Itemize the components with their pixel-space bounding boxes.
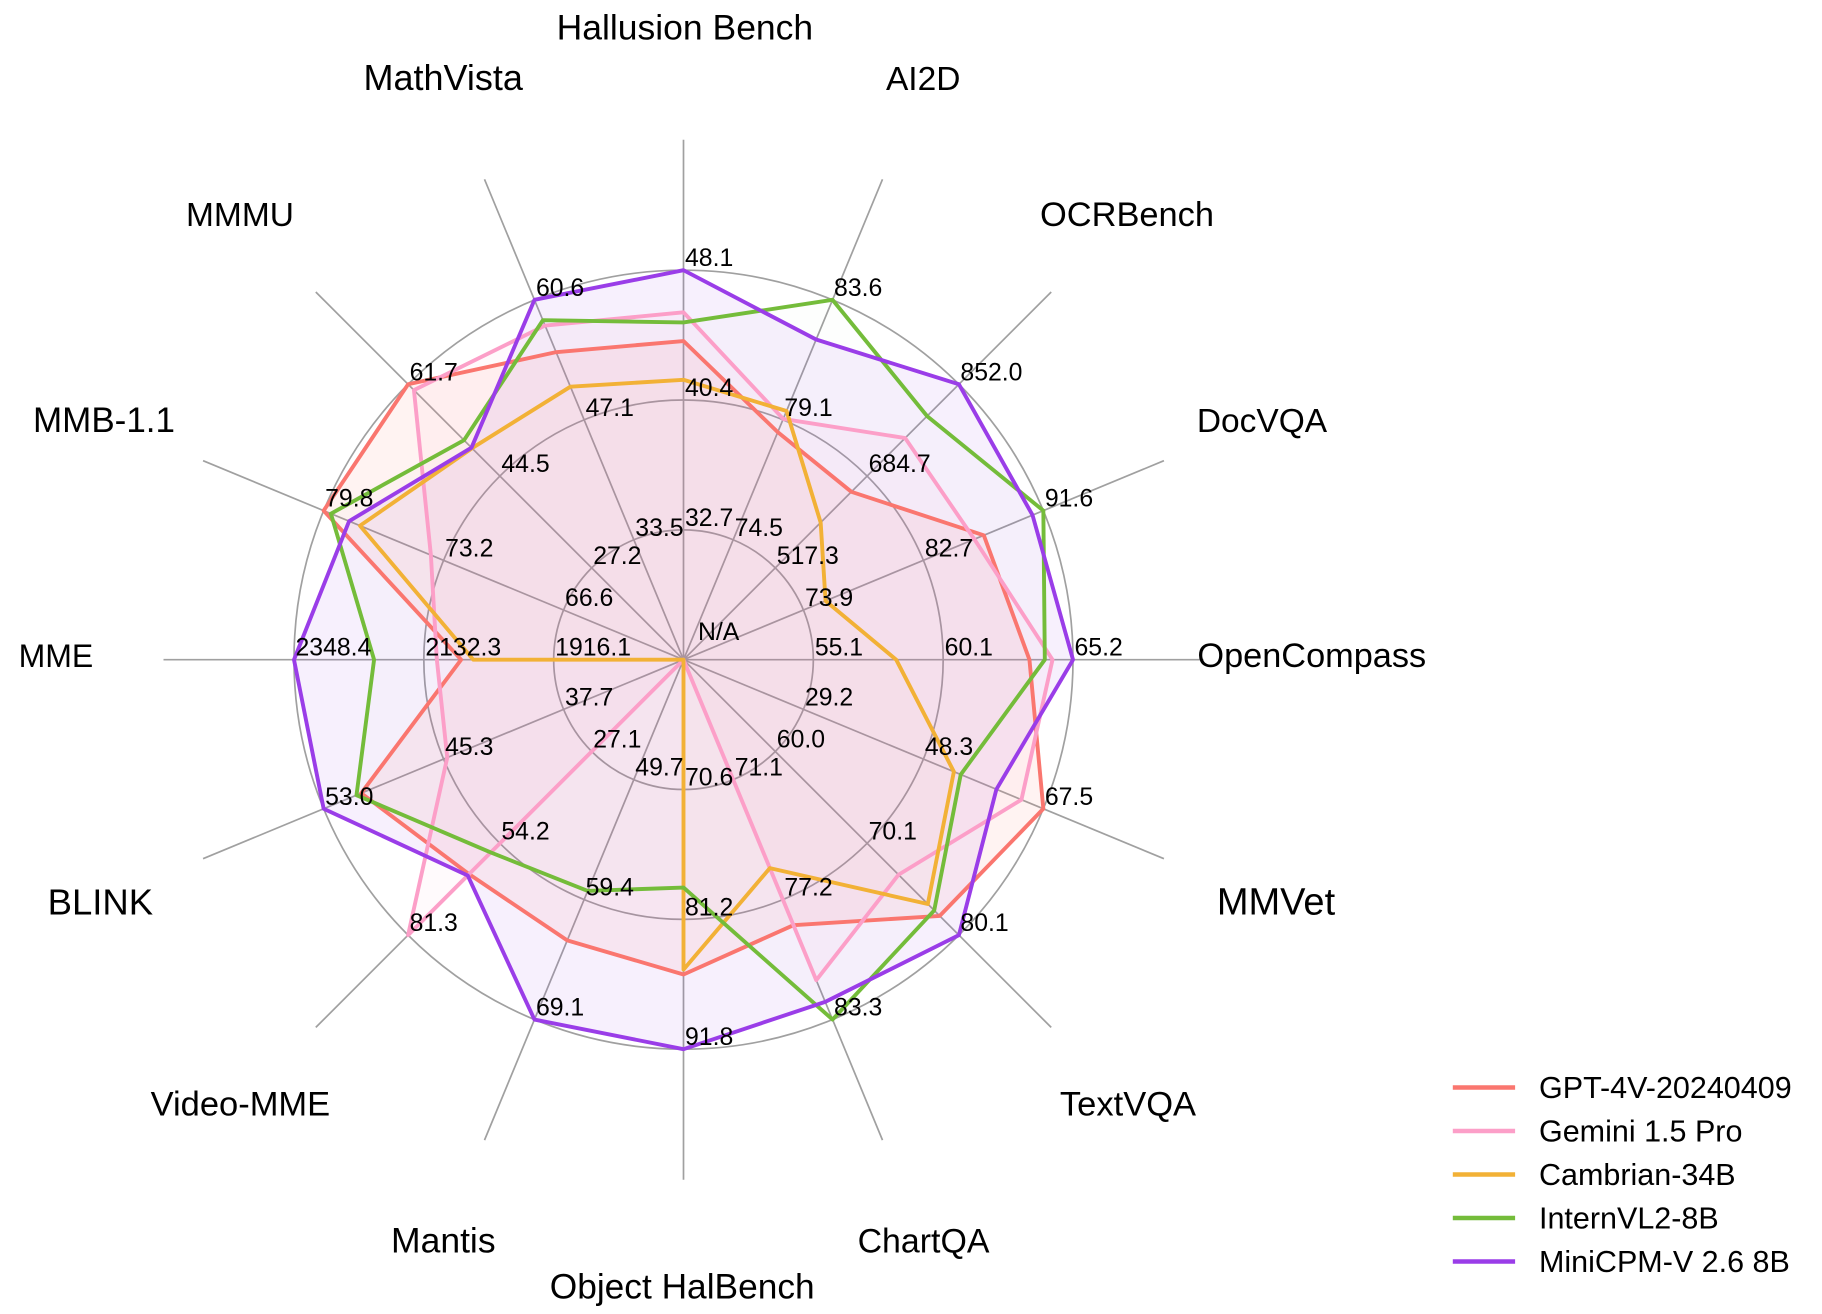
svg-text:MME: MME [19,638,94,674]
svg-text:60.6: 60.6 [536,275,584,302]
svg-text:77.2: 77.2 [784,875,832,902]
svg-text:83.6: 83.6 [834,275,882,302]
svg-text:91.8: 91.8 [685,1024,733,1051]
svg-text:2132.3: 2132.3 [425,635,501,662]
svg-text:53.0: 53.0 [325,784,373,811]
svg-text:67.5: 67.5 [1045,784,1093,811]
svg-text:Mantis: Mantis [391,1221,496,1261]
svg-text:82.7: 82.7 [925,535,973,562]
svg-text:73.2: 73.2 [445,535,493,562]
svg-text:69.1: 69.1 [536,995,584,1022]
svg-text:33.5: 33.5 [635,515,683,542]
svg-text:37.7: 37.7 [565,684,613,711]
svg-text:60.1: 60.1 [945,635,993,662]
svg-text:ChartQA: ChartQA [858,1223,990,1261]
svg-text:InternVL2-8B: InternVL2-8B [1539,1202,1719,1236]
svg-text:TextVQA: TextVQA [1060,1086,1196,1124]
svg-text:65.2: 65.2 [1075,635,1123,662]
svg-text:79.8: 79.8 [325,486,373,513]
svg-text:47.1: 47.1 [586,395,634,422]
svg-text:MMVet: MMVet [1217,882,1336,924]
svg-text:59.4: 59.4 [586,875,634,902]
svg-text:GPT-4V-20240409: GPT-4V-20240409 [1539,1071,1792,1105]
svg-text:852.0: 852.0 [960,359,1022,386]
svg-text:517.3: 517.3 [777,543,839,570]
svg-text:OCRBench: OCRBench [1040,196,1214,234]
svg-text:Gemini 1.5 Pro: Gemini 1.5 Pro [1539,1115,1742,1149]
svg-text:1916.1: 1916.1 [555,635,631,662]
svg-text:79.1: 79.1 [784,395,832,422]
svg-text:32.7: 32.7 [685,505,733,532]
svg-text:27.2: 27.2 [593,543,641,570]
svg-text:44.5: 44.5 [501,451,549,478]
svg-text:81.3: 81.3 [410,910,458,937]
svg-text:684.7: 684.7 [869,451,931,478]
svg-text:48.3: 48.3 [925,734,973,761]
svg-text:Cambrian-34B: Cambrian-34B [1539,1158,1736,1192]
svg-text:83.3: 83.3 [834,995,882,1022]
svg-text:66.6: 66.6 [565,585,613,612]
svg-text:54.2: 54.2 [501,818,549,845]
svg-text:61.7: 61.7 [410,359,458,386]
svg-text:Hallusion Bench: Hallusion Bench [557,8,814,48]
svg-text:MiniCPM-V 2.6 8B: MiniCPM-V 2.6 8B [1539,1245,1790,1279]
svg-text:MMMU: MMMU [186,197,294,234]
svg-text:MathVista: MathVista [363,57,523,98]
svg-text:BLINK: BLINK [48,882,154,923]
svg-text:71.1: 71.1 [735,755,783,782]
svg-text:29.2: 29.2 [805,684,853,711]
svg-text:Video-MME: Video-MME [151,1086,331,1124]
svg-text:MMB-1.1: MMB-1.1 [33,401,175,440]
svg-text:DocVQA: DocVQA [1197,403,1328,440]
svg-text:AI2D: AI2D [886,61,960,98]
svg-text:70.6: 70.6 [685,765,733,792]
svg-text:80.1: 80.1 [960,910,1008,937]
svg-text:81.2: 81.2 [685,894,733,921]
svg-text:74.5: 74.5 [735,515,783,542]
svg-text:60.0: 60.0 [777,727,825,754]
svg-text:73.9: 73.9 [805,585,853,612]
svg-text:OpenCompass: OpenCompass [1197,637,1426,675]
svg-text:55.1: 55.1 [815,635,863,662]
svg-text:45.3: 45.3 [445,734,493,761]
svg-text:N/A: N/A [698,619,740,646]
svg-text:48.1: 48.1 [685,245,733,272]
svg-text:2348.4: 2348.4 [296,635,372,662]
svg-text:91.6: 91.6 [1045,486,1093,513]
svg-text:70.1: 70.1 [869,818,917,845]
svg-text:49.7: 49.7 [635,755,683,782]
svg-text:27.1: 27.1 [593,727,641,754]
svg-text:Object HalBench: Object HalBench [550,1268,815,1307]
svg-text:40.4: 40.4 [685,375,733,402]
